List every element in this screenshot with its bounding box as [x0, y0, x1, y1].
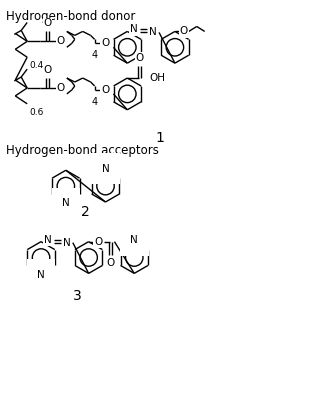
- Text: N: N: [130, 24, 138, 34]
- Text: 2: 2: [81, 205, 90, 219]
- Text: O: O: [57, 36, 65, 47]
- Text: 0.6: 0.6: [29, 108, 44, 117]
- Text: 0.4: 0.4: [29, 61, 43, 70]
- Text: O: O: [107, 257, 115, 267]
- Text: O: O: [180, 26, 188, 36]
- Text: 4: 4: [92, 50, 98, 60]
- Text: N: N: [37, 270, 45, 280]
- Text: N: N: [63, 238, 71, 248]
- Text: O: O: [101, 38, 110, 49]
- Text: O: O: [136, 53, 144, 63]
- Text: 1: 1: [156, 131, 165, 145]
- Text: Hydrogen-bond acceptors: Hydrogen-bond acceptors: [6, 144, 159, 158]
- Text: Hydrogen-bond donor: Hydrogen-bond donor: [6, 10, 136, 22]
- Text: N: N: [130, 235, 138, 245]
- Text: O: O: [43, 65, 52, 75]
- Text: O: O: [57, 83, 65, 93]
- Text: O: O: [101, 85, 110, 95]
- Text: O: O: [94, 237, 103, 247]
- Text: N: N: [62, 198, 70, 209]
- Text: 4: 4: [92, 97, 98, 107]
- Text: O: O: [43, 18, 52, 28]
- Text: N: N: [102, 164, 109, 174]
- Text: N: N: [149, 27, 157, 37]
- Text: OH: OH: [149, 73, 165, 83]
- Text: N: N: [44, 235, 52, 245]
- Text: 3: 3: [73, 289, 82, 303]
